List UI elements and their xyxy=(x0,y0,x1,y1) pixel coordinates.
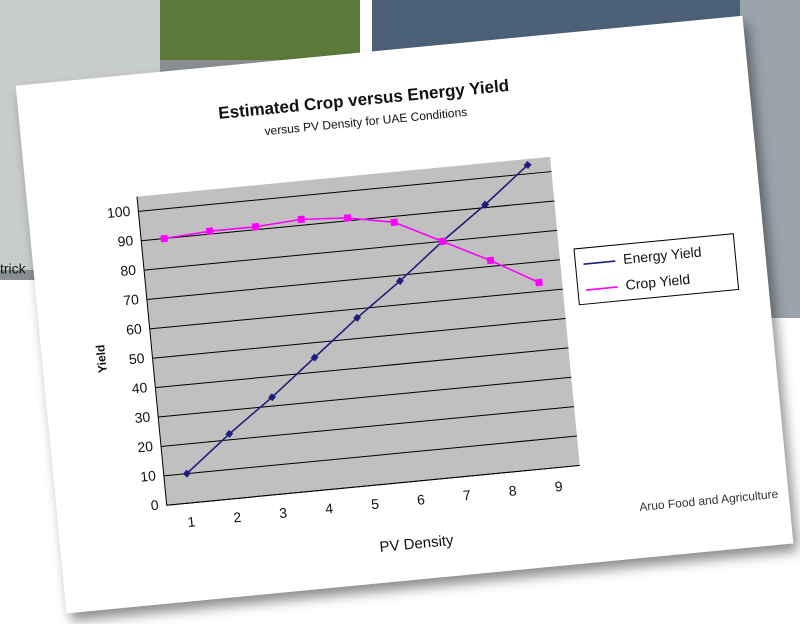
y-tick-label: 80 xyxy=(120,262,137,279)
y-tick-label: 0 xyxy=(150,497,159,514)
x-axis xyxy=(166,464,580,506)
grid-line xyxy=(138,171,552,212)
point xyxy=(182,469,191,478)
point xyxy=(205,227,214,235)
y-tick-label: 10 xyxy=(139,467,156,484)
grid-line xyxy=(152,318,566,359)
point xyxy=(251,222,260,231)
y-tick-label: 70 xyxy=(123,291,140,308)
point xyxy=(225,429,234,438)
x-tick-label: 4 xyxy=(324,500,333,517)
x-tick-label: 9 xyxy=(554,478,563,495)
x-tick-label: 3 xyxy=(279,504,288,521)
grid-line xyxy=(163,435,577,477)
point xyxy=(353,313,362,322)
x-tick-label: 2 xyxy=(233,509,242,526)
point xyxy=(395,277,404,286)
grid-line xyxy=(160,406,575,447)
grid-line xyxy=(149,288,563,330)
y-axis xyxy=(136,196,168,506)
grid-line xyxy=(155,347,569,389)
point xyxy=(160,234,168,243)
y-tick-label: 100 xyxy=(106,203,131,221)
x-tick-label: 7 xyxy=(462,487,471,504)
y-axis-label: Yield xyxy=(93,344,110,373)
point xyxy=(486,256,495,265)
y-tick-label: 30 xyxy=(134,409,151,426)
point xyxy=(535,278,543,287)
y-tick-label: 50 xyxy=(128,350,145,367)
x-tick-label: 8 xyxy=(508,482,517,499)
grid-line xyxy=(143,229,558,271)
point xyxy=(268,393,277,402)
grid-line xyxy=(146,259,561,300)
point xyxy=(343,214,352,222)
chart: Estimated Crop versus Energy Yield versu… xyxy=(15,15,794,614)
x-tick-label: 6 xyxy=(416,491,425,508)
grid-line xyxy=(158,376,572,418)
point xyxy=(438,237,447,246)
legend-label: Crop Yield xyxy=(625,271,691,293)
point xyxy=(297,215,306,224)
legend-box xyxy=(573,233,740,306)
plot-area xyxy=(136,156,580,506)
x-tick-label: 1 xyxy=(187,513,196,530)
y-tick-label: 20 xyxy=(137,438,154,455)
background-caption: trick xyxy=(0,261,27,277)
photo-lawn xyxy=(160,0,360,60)
x-tick-label: 5 xyxy=(370,496,379,513)
y-tick-label: 40 xyxy=(131,379,148,396)
legend-line xyxy=(583,260,616,265)
legend-line xyxy=(585,286,618,291)
y-tick-label: 90 xyxy=(117,232,134,249)
y-tick-label: 60 xyxy=(125,320,142,337)
legend-label: Energy Yield xyxy=(622,244,702,267)
point xyxy=(481,200,490,209)
point xyxy=(523,160,532,169)
point xyxy=(390,218,399,227)
point xyxy=(310,353,319,362)
